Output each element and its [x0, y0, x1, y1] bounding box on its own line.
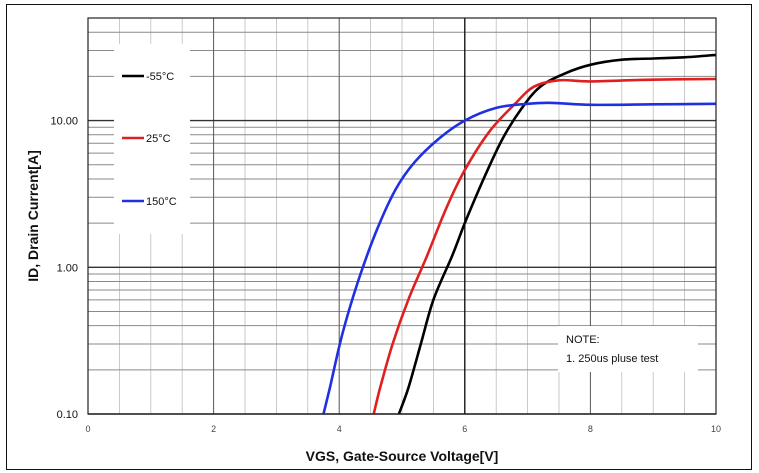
figure-frame — [6, 4, 752, 470]
note-title: NOTE: — [566, 334, 600, 346]
legend-label-minus55: -55°C — [146, 71, 174, 83]
plot-border — [87, 17, 717, 415]
note-background — [558, 326, 698, 372]
series-layer — [322, 53, 717, 415]
y-axis-label: ID, Drain Current[A] — [25, 150, 41, 281]
x-axis-label: VGS, Gate-Source Voltage[V] — [306, 448, 499, 464]
legend: -55°C 25°C 150°C — [114, 44, 190, 234]
x-tick-label: 6 — [462, 424, 467, 434]
series-line-150 — [322, 101, 717, 415]
x-tick-label: 10 — [711, 424, 721, 434]
legend-label-150: 150°C — [146, 196, 177, 208]
series-line-minus55 — [397, 53, 717, 415]
y-tick-labels: 0.10 1.00 10.00 — [50, 116, 78, 421]
x-tick-label: 8 — [588, 424, 593, 434]
legend-label-25: 25°C — [146, 133, 171, 145]
y-tick-label: 0.10 — [57, 409, 78, 421]
x-tick-label: 2 — [211, 424, 216, 434]
note-text: 1. 250us pluse test — [566, 353, 658, 365]
y-tick-label: 1.00 — [57, 262, 78, 274]
note-box: NOTE: 1. 250us pluse test — [558, 326, 698, 372]
series-line-25 — [372, 77, 717, 415]
x-tick-labels: 0 2 4 6 8 10 — [85, 424, 721, 434]
x-tick-label: 0 — [85, 424, 90, 434]
x-tick-label: 4 — [337, 424, 342, 434]
y-tick-label: 10.00 — [50, 116, 78, 128]
